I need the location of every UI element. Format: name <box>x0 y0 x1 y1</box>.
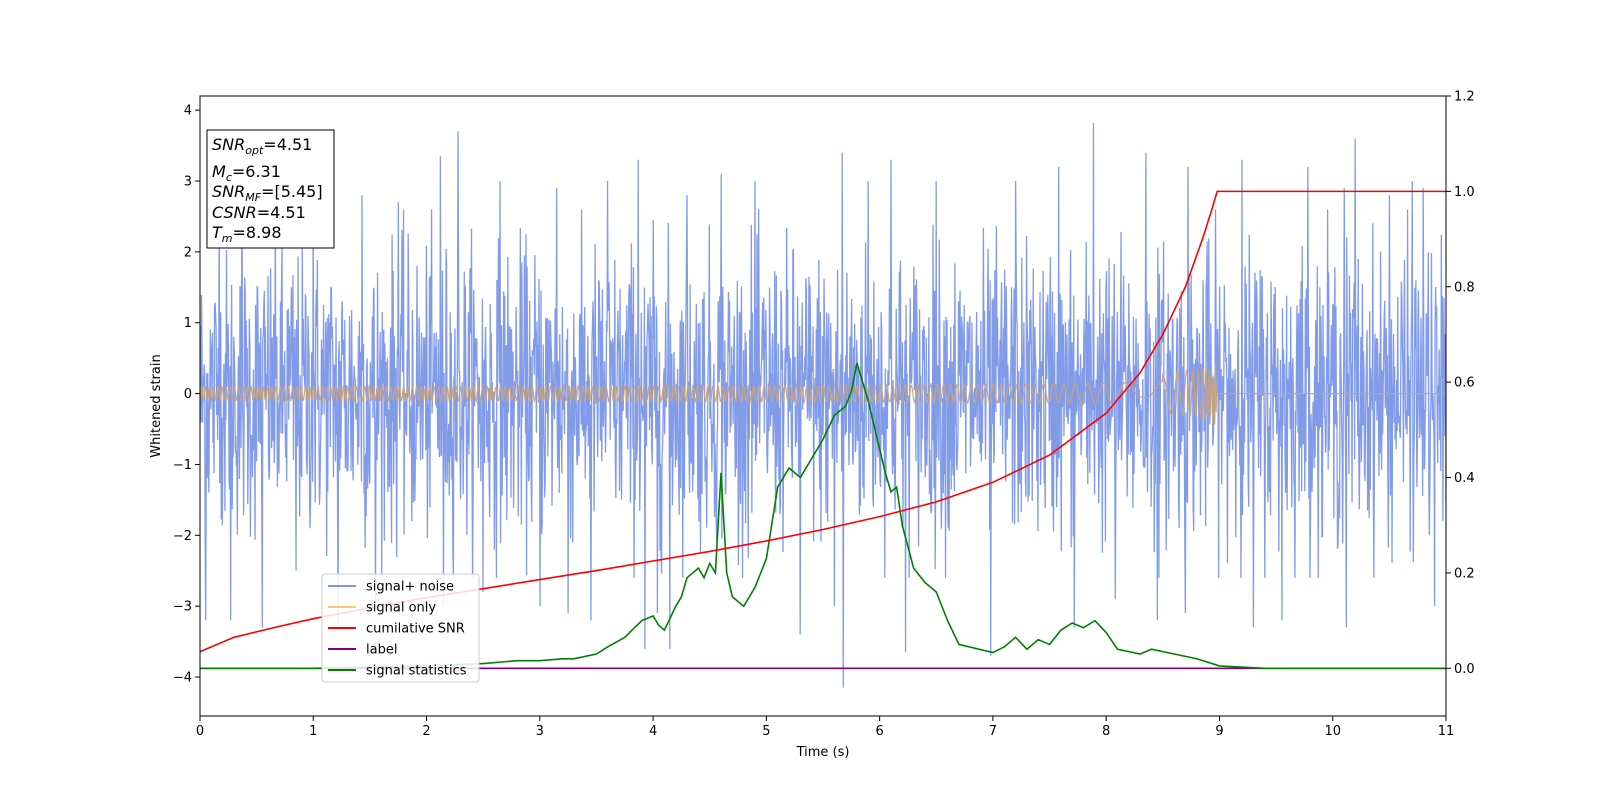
x-tick-label: 9 <box>1215 724 1223 739</box>
legend-label: signal statistics <box>366 664 467 679</box>
legend-label: signal+ noise <box>366 580 454 595</box>
y-right-tick-label: 0.2 <box>1454 566 1475 581</box>
info-line: Mc=6.31 <box>212 162 281 184</box>
legend: signal+ noise signal only cumilative SNR la… <box>321 573 480 683</box>
y-left-tick-label: 4 <box>184 104 192 119</box>
legend-label: label <box>366 643 397 658</box>
x-axis-title: Time (s) <box>796 745 850 760</box>
y-left-tick-label: 1 <box>184 316 192 331</box>
info-line: SNRMF=[5.45] <box>212 182 323 204</box>
info-line: SNRopt=4.51 <box>212 135 312 157</box>
y-left-tick-label: −4 <box>173 671 192 686</box>
y-left-tick-label: 2 <box>184 245 192 260</box>
y-right-tick-label: 0.0 <box>1454 662 1475 677</box>
y-left-tick-label: −1 <box>173 458 192 473</box>
x-tick-label: 10 <box>1324 724 1341 739</box>
legend-label: cumilative SNR <box>366 622 465 637</box>
y-left-tick-label: 3 <box>184 175 192 190</box>
x-tick-label: 6 <box>875 724 883 739</box>
x-tick-label: 4 <box>649 724 657 739</box>
y-right-tick-label: 1.0 <box>1454 185 1475 200</box>
y-axis-title: Whitened strain <box>149 354 164 457</box>
y-right-tick-label: 0.4 <box>1454 471 1475 486</box>
y-right-tick-label: 0.6 <box>1454 376 1475 391</box>
series-signal-only <box>200 363 1446 425</box>
x-tick-label: 3 <box>536 724 544 739</box>
y-left-tick-label: −3 <box>173 600 192 615</box>
x-tick-label: 2 <box>422 724 430 739</box>
x-tick-label: 1 <box>309 724 317 739</box>
x-tick-label: 0 <box>196 724 204 739</box>
info-line: Tm=8.98 <box>212 223 282 245</box>
x-tick-label: 7 <box>989 724 997 739</box>
y-left-tick-label: 0 <box>184 387 192 402</box>
x-tick-label: 11 <box>1438 724 1455 739</box>
series-signal-statistics <box>200 362 1446 670</box>
info-line: CSNR=4.51 <box>212 203 306 222</box>
x-tick-label: 8 <box>1102 724 1110 739</box>
series-signal-noise <box>200 122 1446 688</box>
y-left-tick-label: −2 <box>173 529 192 544</box>
plot-frame <box>199 95 1447 717</box>
legend-label: signal only <box>366 601 436 616</box>
info-box: SNRopt=4.51 Mc=6.31SNRMF=[5.45]CSNR=4.51T… <box>206 129 335 249</box>
x-tick-label: 5 <box>762 724 770 739</box>
y-right-tick-label: 1.2 <box>1454 90 1475 105</box>
y-right-tick-label: 0.8 <box>1454 280 1475 295</box>
